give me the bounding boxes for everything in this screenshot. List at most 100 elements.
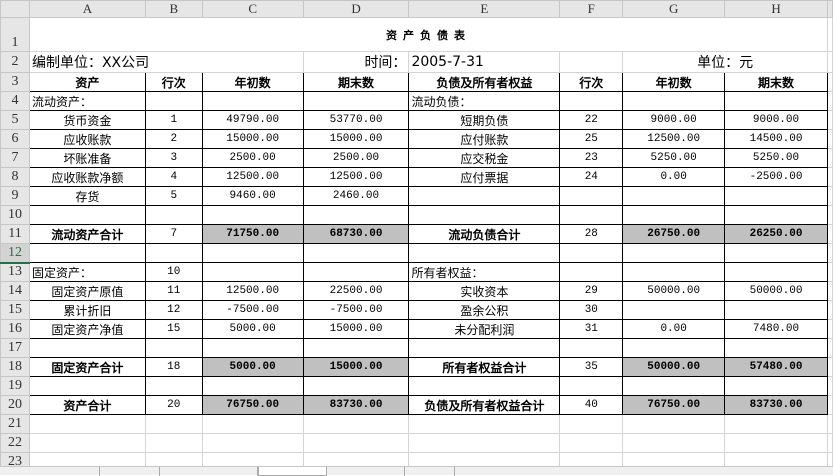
amount-cell[interactable]: -7500.00 xyxy=(201,300,304,320)
cell[interactable] xyxy=(826,414,833,434)
row-header[interactable]: 7 xyxy=(0,148,30,168)
item-cell[interactable]: 流动负债： xyxy=(408,91,561,111)
cell[interactable] xyxy=(826,129,833,149)
cell[interactable] xyxy=(302,433,410,453)
row-header[interactable]: 16 xyxy=(0,319,30,339)
item-cell[interactable] xyxy=(28,243,146,263)
line-number-cell[interactable] xyxy=(559,376,624,396)
item-cell[interactable]: 应付账款 xyxy=(408,129,561,149)
amount-cell[interactable]: 0.00 xyxy=(622,167,726,187)
line-number-cell[interactable]: 35 xyxy=(559,357,624,377)
amount-cell[interactable]: 5250.00 xyxy=(622,148,726,168)
sheet-tab[interactable] xyxy=(405,467,455,476)
amount-cell[interactable]: 22500.00 xyxy=(302,281,410,301)
cell[interactable] xyxy=(559,51,624,73)
amount-cell[interactable] xyxy=(622,262,726,282)
item-cell[interactable]: 资产合计 xyxy=(28,395,146,415)
row-header[interactable]: 3 xyxy=(0,72,30,92)
amount-cell[interactable] xyxy=(622,300,726,320)
amount-cell[interactable] xyxy=(302,243,410,263)
row-header[interactable]: 12 xyxy=(0,243,30,264)
amount-cell[interactable] xyxy=(724,205,828,225)
amount-cell[interactable] xyxy=(724,300,828,320)
line-number-cell[interactable] xyxy=(144,376,203,396)
amount-cell[interactable]: 2460.00 xyxy=(302,186,410,206)
cell[interactable] xyxy=(622,433,726,453)
cell[interactable] xyxy=(144,433,203,453)
cell[interactable] xyxy=(826,72,833,92)
cell[interactable] xyxy=(826,243,833,263)
row-header[interactable]: 4 xyxy=(0,91,30,111)
item-cell[interactable]: 所有者权益合计 xyxy=(408,357,561,377)
line-number-cell[interactable]: 28 xyxy=(559,224,624,244)
line-number-cell[interactable] xyxy=(144,338,203,358)
amount-cell[interactable]: 9460.00 xyxy=(201,186,304,206)
cell[interactable] xyxy=(826,110,833,130)
line-number-cell[interactable]: 30 xyxy=(559,300,624,320)
table-header-cell[interactable]: 期末数 xyxy=(724,72,828,92)
amount-cell[interactable] xyxy=(724,243,828,263)
cell[interactable] xyxy=(826,167,833,187)
amount-cell[interactable]: 49790.00 xyxy=(201,110,304,130)
item-cell[interactable] xyxy=(28,205,146,225)
item-cell[interactable] xyxy=(408,205,561,225)
amount-cell[interactable] xyxy=(201,243,304,263)
line-number-cell[interactable]: 23 xyxy=(559,148,624,168)
amount-cell[interactable]: 50000.00 xyxy=(724,281,828,301)
table-header-cell[interactable]: 年初数 xyxy=(201,72,304,92)
line-number-cell[interactable]: 31 xyxy=(559,319,624,339)
line-number-cell[interactable]: 7 xyxy=(144,224,203,244)
cell[interactable] xyxy=(559,433,624,453)
amount-cell[interactable]: 15000.00 xyxy=(201,129,304,149)
amount-cell[interactable]: 9000.00 xyxy=(724,110,828,130)
table-header-cell[interactable]: 资产 xyxy=(28,72,146,92)
sheet-tab[interactable] xyxy=(327,467,405,476)
amount-cell[interactable] xyxy=(724,186,828,206)
line-number-cell[interactable] xyxy=(559,205,624,225)
column-header-H[interactable]: H xyxy=(724,0,828,18)
amount-cell[interactable]: 9000.00 xyxy=(622,110,726,130)
table-header-cell[interactable]: 年初数 xyxy=(622,72,726,92)
line-number-cell[interactable] xyxy=(559,262,624,282)
line-number-cell[interactable]: 22 xyxy=(559,110,624,130)
amount-cell[interactable]: 5000.00 xyxy=(201,319,304,339)
cell[interactable] xyxy=(826,300,833,320)
item-cell[interactable]: 流动资产： xyxy=(28,91,146,111)
line-number-cell[interactable]: 24 xyxy=(559,167,624,187)
amount-cell[interactable]: 53770.00 xyxy=(302,110,410,130)
item-cell[interactable]: 坏账准备 xyxy=(28,148,146,168)
amount-cell[interactable]: 12500.00 xyxy=(201,167,304,187)
line-number-cell[interactable]: 20 xyxy=(144,395,203,415)
cell[interactable] xyxy=(826,319,833,339)
row-header[interactable]: 10 xyxy=(0,205,30,225)
column-header-G[interactable]: G xyxy=(622,0,726,18)
item-cell[interactable]: 固定资产合计 xyxy=(28,357,146,377)
cell[interactable] xyxy=(826,186,833,206)
amount-cell[interactable]: 0.00 xyxy=(622,319,726,339)
sheet-tab[interactable] xyxy=(160,467,258,476)
item-cell[interactable]: 货币资金 xyxy=(28,110,146,130)
item-cell[interactable]: 流动负债合计 xyxy=(408,224,561,244)
item-cell[interactable] xyxy=(408,186,561,206)
cell[interactable] xyxy=(826,338,833,358)
column-header-B[interactable]: B xyxy=(144,0,203,18)
cell[interactable] xyxy=(408,414,561,434)
line-number-cell[interactable] xyxy=(144,91,203,111)
line-number-cell[interactable]: 1 xyxy=(144,110,203,130)
column-header-A[interactable]: A xyxy=(28,0,146,18)
cell[interactable] xyxy=(826,224,833,244)
amount-cell[interactable] xyxy=(622,91,726,111)
amount-cell[interactable] xyxy=(622,186,726,206)
cell[interactable] xyxy=(724,433,828,453)
cell[interactable] xyxy=(826,148,833,168)
cell[interactable] xyxy=(724,414,828,434)
table-header-cell[interactable]: 行次 xyxy=(144,72,203,92)
amount-cell[interactable]: 83730.00 xyxy=(302,395,410,415)
row-header[interactable]: 8 xyxy=(0,167,30,187)
line-number-cell[interactable] xyxy=(144,243,203,263)
cell[interactable] xyxy=(826,395,833,415)
cell[interactable] xyxy=(826,205,833,225)
row-header[interactable]: 2 xyxy=(0,51,30,73)
item-cell[interactable]: 所有者权益： xyxy=(408,262,561,282)
item-cell[interactable] xyxy=(408,338,561,358)
